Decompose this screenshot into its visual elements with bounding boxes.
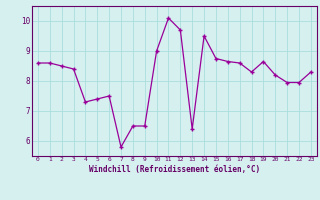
X-axis label: Windchill (Refroidissement éolien,°C): Windchill (Refroidissement éolien,°C) (89, 165, 260, 174)
